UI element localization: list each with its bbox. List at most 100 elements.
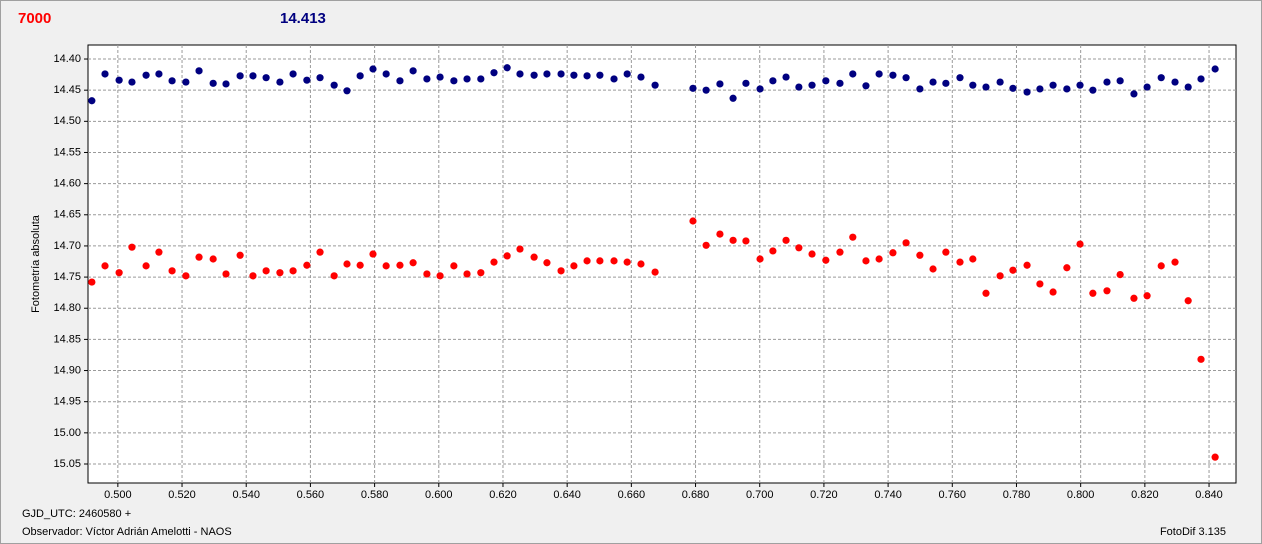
point xyxy=(128,243,136,251)
y-tick-label: 14.55 xyxy=(53,146,81,158)
point xyxy=(795,244,803,252)
point xyxy=(1197,355,1205,363)
point xyxy=(729,94,737,102)
point xyxy=(289,70,297,78)
point xyxy=(996,272,1004,280)
point xyxy=(795,83,803,91)
x-tick-label: 0.660 xyxy=(618,489,646,501)
point xyxy=(822,256,830,264)
y-tick-label: 14.65 xyxy=(53,209,81,221)
series-label: 14.413 xyxy=(280,10,326,27)
point xyxy=(182,272,190,280)
point xyxy=(889,249,897,257)
point xyxy=(969,255,977,263)
y-tick-label: 14.60 xyxy=(53,178,81,190)
point xyxy=(1130,90,1138,98)
x-tick-label: 0.500 xyxy=(104,489,132,501)
point xyxy=(742,237,750,245)
point xyxy=(450,262,458,270)
y-tick-label: 14.80 xyxy=(53,302,81,314)
point xyxy=(756,85,764,93)
point xyxy=(836,248,844,256)
point xyxy=(88,97,96,105)
point xyxy=(543,70,551,78)
point xyxy=(875,255,883,263)
point xyxy=(875,70,883,78)
y-tick-label: 15.00 xyxy=(53,427,81,439)
point xyxy=(382,70,390,78)
point xyxy=(942,248,950,256)
point xyxy=(490,258,498,266)
point xyxy=(236,251,244,259)
point xyxy=(862,82,870,90)
point xyxy=(1211,453,1219,461)
x-tick-label: 0.540 xyxy=(232,489,260,501)
y-tick-label: 14.70 xyxy=(53,240,81,252)
x-tick-label: 0.600 xyxy=(425,489,453,501)
point xyxy=(369,250,377,258)
point xyxy=(1103,287,1111,295)
footer-version: FotoDif 3.135 xyxy=(1160,526,1226,538)
point xyxy=(1089,289,1097,297)
point xyxy=(982,83,990,91)
y-tick-label: 15.05 xyxy=(53,458,81,470)
point xyxy=(969,81,977,89)
point xyxy=(409,67,417,75)
point xyxy=(1130,294,1138,302)
point xyxy=(1143,83,1151,91)
point xyxy=(343,87,351,95)
point xyxy=(182,78,190,86)
point xyxy=(209,79,217,87)
y-tick-label: 14.85 xyxy=(53,333,81,345)
point xyxy=(1063,264,1071,272)
x-tick-label: 0.620 xyxy=(489,489,517,501)
point xyxy=(651,81,659,89)
point xyxy=(115,76,123,84)
point xyxy=(808,81,816,89)
point xyxy=(356,261,364,269)
point xyxy=(929,78,937,86)
point xyxy=(916,85,924,93)
point xyxy=(769,247,777,255)
x-tick-label: 0.760 xyxy=(939,489,967,501)
point xyxy=(769,77,777,85)
point xyxy=(623,70,631,78)
point xyxy=(477,75,485,83)
point xyxy=(1023,88,1031,96)
point xyxy=(356,72,364,80)
point xyxy=(782,236,790,244)
point xyxy=(1171,78,1179,86)
point xyxy=(423,270,431,278)
point xyxy=(982,289,990,297)
point xyxy=(942,79,950,87)
x-tick-label: 0.820 xyxy=(1131,489,1159,501)
point xyxy=(862,257,870,265)
point xyxy=(1197,75,1205,83)
x-tick-label: 0.640 xyxy=(553,489,581,501)
x-tick-label: 0.560 xyxy=(297,489,325,501)
x-tick-label: 0.580 xyxy=(361,489,389,501)
y-tick-label: 14.50 xyxy=(53,115,81,127)
point xyxy=(1063,85,1071,93)
point xyxy=(1009,266,1017,274)
point xyxy=(610,75,618,83)
point xyxy=(396,261,404,269)
point xyxy=(477,269,485,277)
point xyxy=(1157,74,1165,82)
point xyxy=(849,233,857,241)
point xyxy=(222,270,230,278)
plot-area xyxy=(87,44,1237,484)
point xyxy=(450,77,458,85)
point xyxy=(195,253,203,261)
point xyxy=(610,257,618,265)
point xyxy=(1023,261,1031,269)
point xyxy=(155,248,163,256)
point xyxy=(142,262,150,270)
point xyxy=(557,267,565,275)
point xyxy=(262,74,270,82)
point xyxy=(702,86,710,94)
point xyxy=(382,262,390,270)
series-label: 7000 xyxy=(18,10,51,27)
point xyxy=(637,73,645,81)
point xyxy=(316,248,324,256)
